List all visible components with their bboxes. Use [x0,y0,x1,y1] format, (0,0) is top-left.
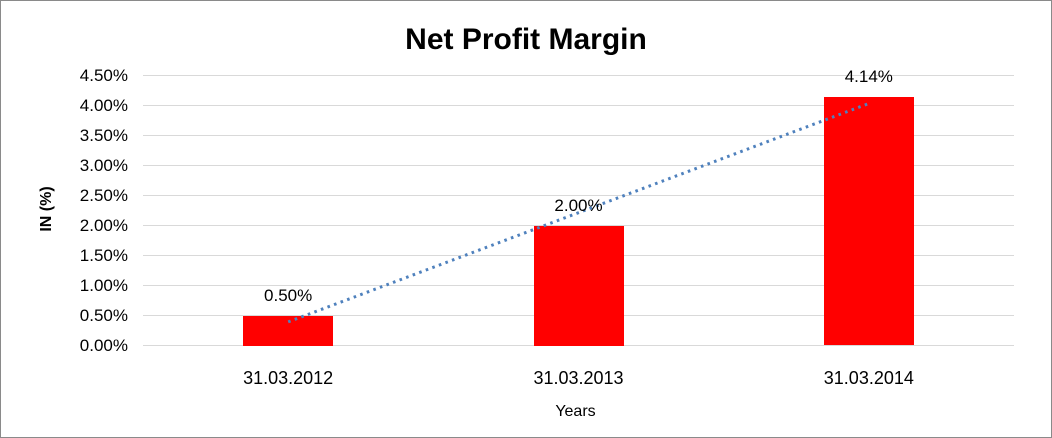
bar [823,97,914,346]
y-tick-label: 3.00% [79,155,128,175]
gridline [143,345,1014,346]
gridline [143,135,1014,136]
y-tick-label: 2.00% [79,215,128,235]
gridline [143,75,1014,76]
x-tick-label: 31.03.2014 [823,367,914,388]
bar-value-label: 0.50% [264,285,313,305]
gridline [143,165,1014,166]
bar-value-label: 2.00% [554,195,603,215]
y-tick-label: 4.50% [79,65,128,85]
gridline [143,195,1014,196]
x-tick-label: 31.03.2013 [533,367,624,388]
x-axis-title: Years [555,403,596,420]
y-tick-label: 1.00% [79,275,128,295]
y-tick-label: 0.00% [79,335,128,355]
y-tick-label: 2.50% [79,185,128,205]
bar-value-label: 4.14% [844,67,893,87]
gridline [143,105,1014,106]
y-tick-label: 1.50% [79,245,128,265]
y-tick-label: 4.00% [79,95,128,115]
y-tick-label: 0.50% [79,305,128,325]
x-tick-label: 31.03.2012 [243,367,334,388]
bar [533,225,624,346]
y-tick-label: 3.50% [79,125,128,145]
chart-title: Net Profit Margin [405,23,647,56]
